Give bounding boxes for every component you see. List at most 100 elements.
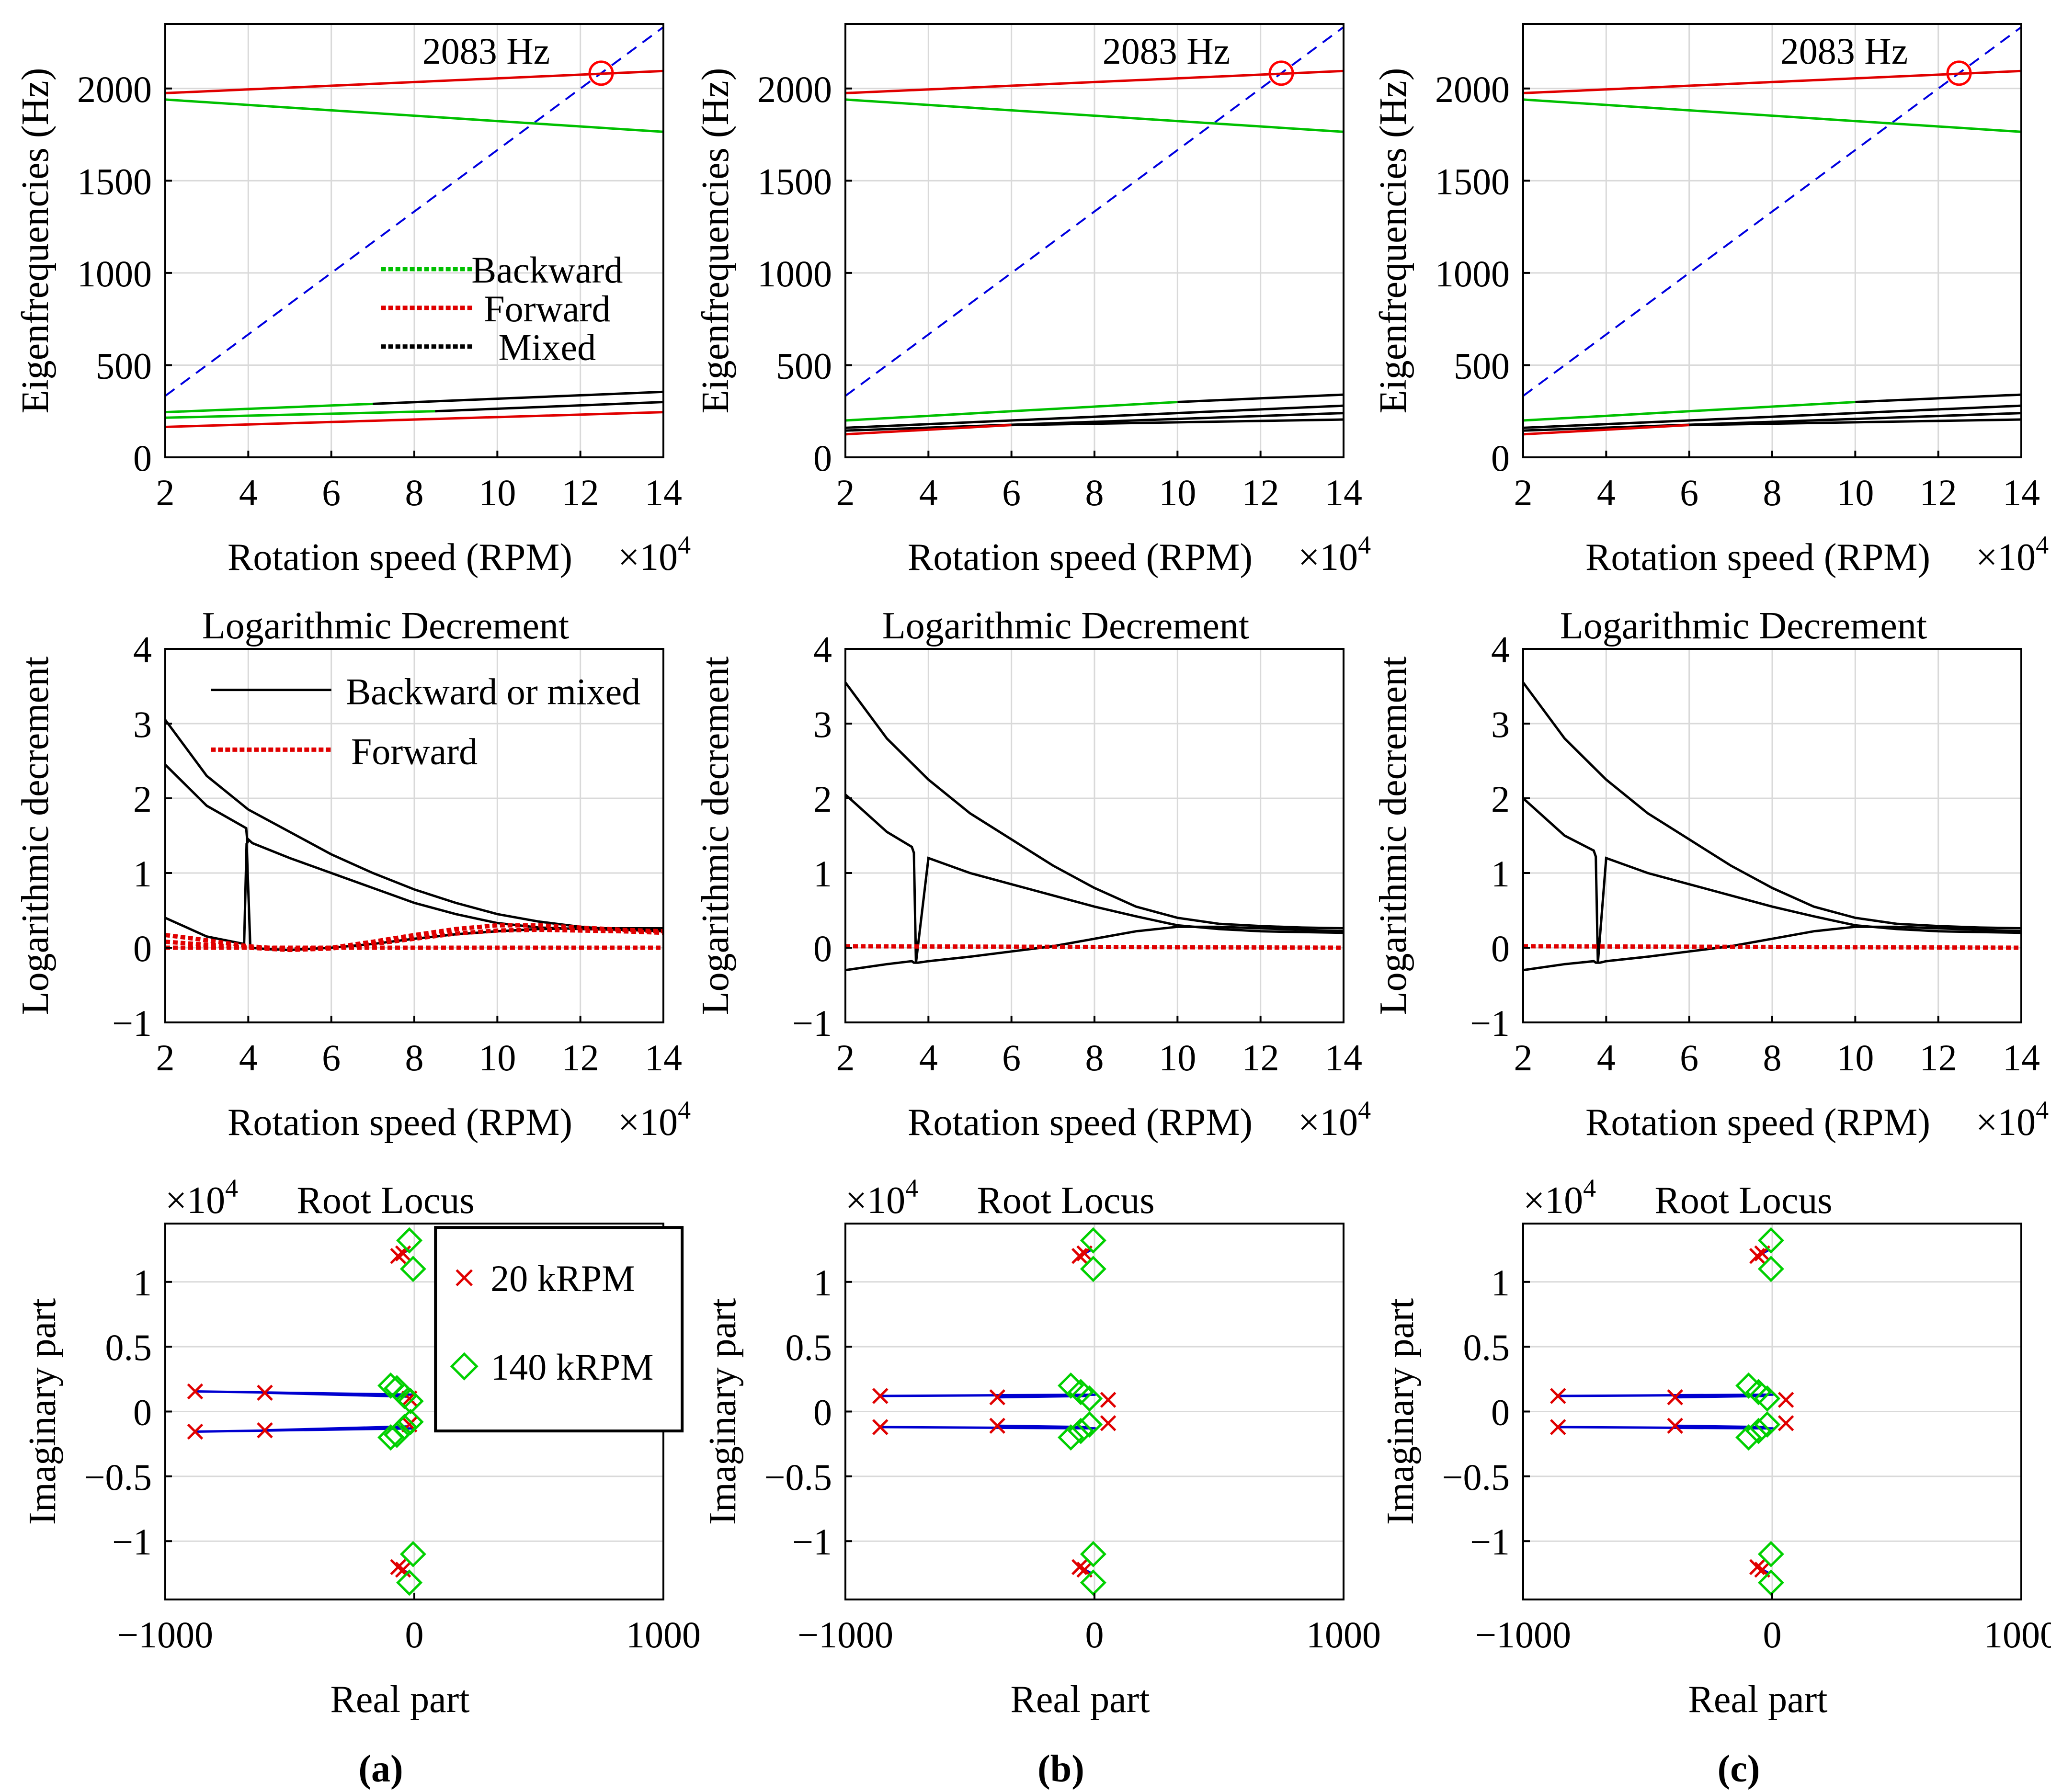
series-curve-1: [1523, 681, 2021, 930]
x-axis-label: Rotation speed (RPM): [908, 1101, 1253, 1144]
y-tick-label: 2000: [757, 68, 832, 110]
x-tick-label: 10: [1159, 472, 1196, 513]
legend-label: Backward: [471, 249, 623, 291]
series-mode-3: [845, 412, 1344, 432]
point-140krpm: [397, 1408, 424, 1435]
point-140krpm: [1076, 1385, 1103, 1412]
x-tick-label: 10: [479, 1037, 516, 1078]
x-tick-label: 4: [1597, 472, 1616, 513]
point-140krpm: [384, 1421, 410, 1448]
point-20krpm: [1071, 1559, 1088, 1576]
y-tick-label: 1000: [757, 253, 832, 295]
series-backward-high: [845, 98, 1344, 133]
x-axis-label: Real part: [1688, 1679, 1828, 1721]
x-tick-label: 10: [1836, 1037, 1874, 1078]
point-140krpm: [1745, 1418, 1772, 1444]
point-20krpm: [1667, 1418, 1683, 1434]
x-multiplier-power: 4: [678, 1096, 691, 1124]
x-tick-label: 8: [1085, 472, 1104, 513]
series-forward-high: [1523, 69, 2021, 94]
y-tick-label: 1500: [77, 160, 152, 202]
y-tick-label: −1: [1470, 1521, 1510, 1563]
x-multiplier-power: 4: [2036, 531, 2049, 559]
series-mode-2-mixed: [435, 400, 663, 413]
x-axis-label: Real part: [1011, 1679, 1150, 1721]
series-mode-1: [845, 400, 1178, 422]
x-tick-label: 14: [1325, 1037, 1362, 1078]
x-tick-label: 6: [1680, 1037, 1698, 1078]
x-axis-label: Rotation speed (RPM): [908, 536, 1253, 578]
point-140krpm: [1080, 1541, 1106, 1567]
x-tick-label: 2: [1514, 1037, 1533, 1078]
annotation-label: 2083 Hz: [1780, 30, 1908, 72]
chart-title: Root Locus: [1654, 1180, 1832, 1222]
y-tick-label: 500: [1454, 345, 1510, 386]
y-tick-label: 2000: [1435, 68, 1510, 110]
legend-box: [434, 1226, 684, 1433]
x-tick-label: 0: [405, 1614, 424, 1656]
point-140krpm: [1076, 1411, 1103, 1438]
point-20krpm: [390, 1559, 406, 1576]
chart-title: Root Locus: [296, 1180, 474, 1222]
legend-marker: [450, 1352, 479, 1381]
point-20krpm: [395, 1245, 411, 1262]
y-multiplier: ×104: [845, 1174, 918, 1222]
y-tick-label: −0.5: [84, 1456, 152, 1498]
y-axis-label: Imaginary part: [702, 1298, 744, 1525]
locus-path: [264, 1425, 409, 1432]
x-tick-label: 1000: [626, 1614, 701, 1656]
x-tick-label: 12: [1920, 472, 1957, 513]
y-tick-label: 500: [96, 345, 152, 386]
series-mode-2: [845, 404, 1344, 429]
y-tick-label: 3: [133, 703, 152, 745]
x-axis-label: Rotation speed (RPM): [228, 536, 572, 578]
x-tick-label: 6: [1002, 1037, 1021, 1078]
point-20krpm: [187, 1423, 204, 1440]
x-tick-label: 12: [562, 1037, 599, 1078]
x-axis-label: Rotation speed (RPM): [228, 1101, 572, 1144]
plot-layer-logdec-a: [165, 719, 663, 953]
x-tick-label: 0: [1085, 1614, 1104, 1656]
y-tick-label: 0.5: [1463, 1327, 1510, 1368]
plot-layer-rootlocus-a: [187, 1227, 426, 1596]
series-mode-4-mixed: [1689, 418, 2021, 427]
y-tick-label: 0: [813, 928, 832, 969]
x-tick-label: 6: [322, 1037, 341, 1078]
x-axis-label: Real part: [330, 1679, 470, 1721]
point-140krpm: [399, 1256, 426, 1282]
y-tick-label: 2: [1491, 778, 1510, 820]
y-axis-label: Imaginary part: [22, 1298, 64, 1525]
legend-label: Mixed: [499, 327, 596, 368]
point-20krpm: [989, 1389, 1005, 1406]
y-multiplier-power: 4: [225, 1174, 238, 1202]
locus-path: [1558, 1426, 1774, 1430]
series-mode-2: [165, 410, 435, 419]
panel-label: (a): [358, 1748, 403, 1790]
plot-layer-logdec-c: [1523, 681, 2021, 972]
point-20krpm: [1667, 1389, 1683, 1406]
y-tick-label: 0.5: [786, 1327, 832, 1368]
x-tick-label: 14: [2003, 472, 2040, 513]
x-tick-label: 2: [836, 1037, 855, 1078]
point-140krpm: [1080, 1569, 1106, 1596]
point-140krpm: [1080, 1227, 1106, 1254]
y-tick-label: 0: [1491, 1392, 1510, 1433]
x-tick-label: 14: [645, 1037, 682, 1078]
series-curve-1: [845, 681, 1344, 930]
x-tick-label: 6: [1002, 472, 1021, 513]
point-20krpm: [872, 1419, 889, 1435]
plot-layer-campbell-a: [165, 26, 663, 428]
point-20krpm: [395, 1561, 411, 1578]
x-multiplier: ×104: [1298, 531, 1371, 578]
annotation-circle: [588, 60, 614, 86]
series-forward-2: [165, 928, 663, 953]
series-forward: [1523, 944, 2021, 950]
x-tick-label: 12: [562, 472, 599, 513]
y-axis-label: Logarithmic decrement: [1372, 657, 1414, 1015]
legend-label: 140 kRPM: [490, 1346, 653, 1388]
legend-label: 20 kRPM: [490, 1258, 635, 1299]
y-tick-label: 0: [133, 928, 152, 969]
y-tick-label: 0: [133, 437, 152, 479]
y-tick-label: 0.5: [105, 1327, 152, 1368]
chart-title: Logarithmic Decrement: [882, 605, 1249, 647]
